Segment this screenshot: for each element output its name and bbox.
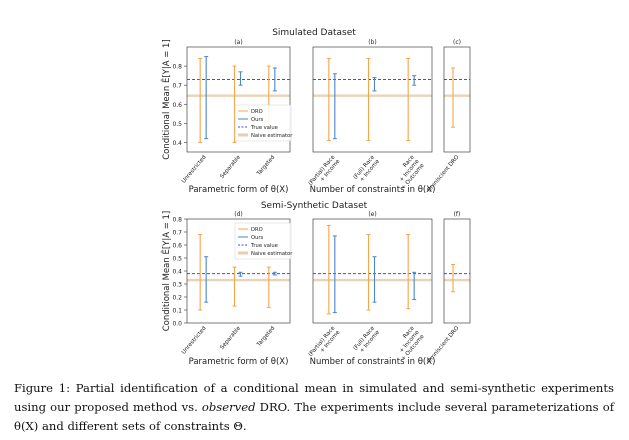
panel-frame bbox=[186, 218, 291, 324]
x-tick-label-line: Separable bbox=[219, 325, 242, 351]
panel-label: (d) bbox=[234, 211, 243, 218]
x-tick-label: Omniscient DRO bbox=[426, 325, 461, 365]
x-tick-label-line: Targeted bbox=[256, 325, 277, 349]
y-tick-label: 0.6 bbox=[172, 102, 182, 109]
y-tick-label: 0.0 bbox=[172, 321, 182, 328]
x-tick-label: Targeted bbox=[256, 325, 277, 349]
x-tick-label-line: Targeted bbox=[256, 154, 277, 178]
panel-frame bbox=[312, 218, 433, 324]
y-tick-label: 0.1 bbox=[172, 308, 182, 315]
legend-label: DRO bbox=[251, 109, 263, 115]
y-tick-label: 0.5 bbox=[172, 256, 182, 263]
legend-label: DRO bbox=[251, 227, 263, 233]
y-axis-label: Conditional Mean Ê[Y|A = 1] bbox=[160, 39, 172, 160]
y-tick-label: 0.6 bbox=[172, 243, 182, 250]
x-tick-label: (Full) Race+ Income bbox=[353, 154, 382, 185]
panel-frame bbox=[443, 218, 471, 324]
x-tick-label: Omniscient DRO bbox=[426, 154, 461, 194]
x-tick-label-line: Unrestricted bbox=[181, 325, 208, 356]
panel-label: (f) bbox=[454, 211, 461, 218]
y-tick-label: 0.2 bbox=[172, 295, 182, 302]
naive-estimator-band bbox=[444, 278, 470, 282]
naive-estimator-band bbox=[187, 278, 290, 282]
x-tick-label-line: Omniscient DRO bbox=[426, 154, 461, 194]
x-tick-label: (Full) Race+ Income bbox=[353, 325, 382, 356]
x-tick-label-line: Unrestricted bbox=[181, 154, 208, 185]
naive-estimator-band bbox=[313, 94, 432, 97]
y-tick-label: 0.7 bbox=[172, 230, 182, 237]
naive-estimator-band bbox=[313, 278, 432, 282]
x-tick-label-line: Omniscient DRO bbox=[426, 325, 461, 365]
chart-title: Semi-Synthetic Dataset bbox=[261, 201, 368, 211]
panel-frame bbox=[186, 46, 291, 153]
legend-label: True value bbox=[250, 243, 278, 249]
caption-text-1: Partial identification of a conditional … bbox=[14, 381, 615, 414]
y-tick-label: 0.8 bbox=[172, 64, 182, 71]
y-tick-label: 0.4 bbox=[172, 269, 182, 276]
panel-label: (e) bbox=[368, 211, 376, 218]
x-tick-label: Unrestricted bbox=[181, 154, 208, 185]
naive-estimator-band bbox=[187, 94, 290, 97]
legend-label: Naive estimator bbox=[251, 133, 293, 139]
panel-frame bbox=[312, 46, 433, 153]
legend-label: Ours bbox=[251, 235, 264, 241]
x-axis-label: Parametric form of θ(X) bbox=[189, 357, 289, 367]
y-axis-label: Conditional Mean Ê[Y|A = 1] bbox=[160, 211, 172, 332]
caption-text-2: DRO. The experiments include several par… bbox=[14, 400, 614, 433]
x-axis-label: Parametric form of θ(X) bbox=[189, 185, 289, 195]
x-tick-label-line: Separable bbox=[219, 154, 242, 180]
x-axis-label: Number of constraints in θ(X) bbox=[310, 357, 436, 367]
x-tick-label: Targeted bbox=[256, 154, 277, 178]
x-axis-label: Number of constraints in θ(X) bbox=[310, 185, 436, 195]
x-tick-label: Unrestricted bbox=[181, 325, 208, 356]
figure-caption: Figure 1: Partial identification of a co… bbox=[14, 379, 614, 436]
chart-title: Simulated Dataset bbox=[272, 28, 356, 38]
legend-label: Naive estimator bbox=[251, 251, 293, 257]
panel-label: (c) bbox=[453, 39, 461, 46]
y-tick-label: 0.3 bbox=[172, 282, 182, 289]
panel-label: (b) bbox=[368, 39, 377, 46]
caption-emphasis: observed bbox=[201, 400, 256, 414]
caption-prefix: Figure 1: bbox=[14, 381, 71, 395]
panel-label: (a) bbox=[234, 39, 242, 46]
figure: Simulated Dataset Conditional Mean Ê[Y|A … bbox=[160, 28, 471, 367]
x-tick-label: Separable bbox=[219, 325, 242, 351]
naive-estimator-band bbox=[444, 94, 470, 97]
y-tick-label: 0.8 bbox=[172, 217, 182, 224]
y-tick-label: 0.5 bbox=[172, 121, 182, 128]
y-tick-label: 0.7 bbox=[172, 83, 182, 90]
x-tick-label: Separable bbox=[219, 154, 242, 180]
legend-label: True value bbox=[250, 125, 278, 131]
legend-label: Ours bbox=[251, 117, 264, 123]
y-tick-label: 0.4 bbox=[172, 140, 182, 147]
panel-frame bbox=[443, 46, 471, 153]
